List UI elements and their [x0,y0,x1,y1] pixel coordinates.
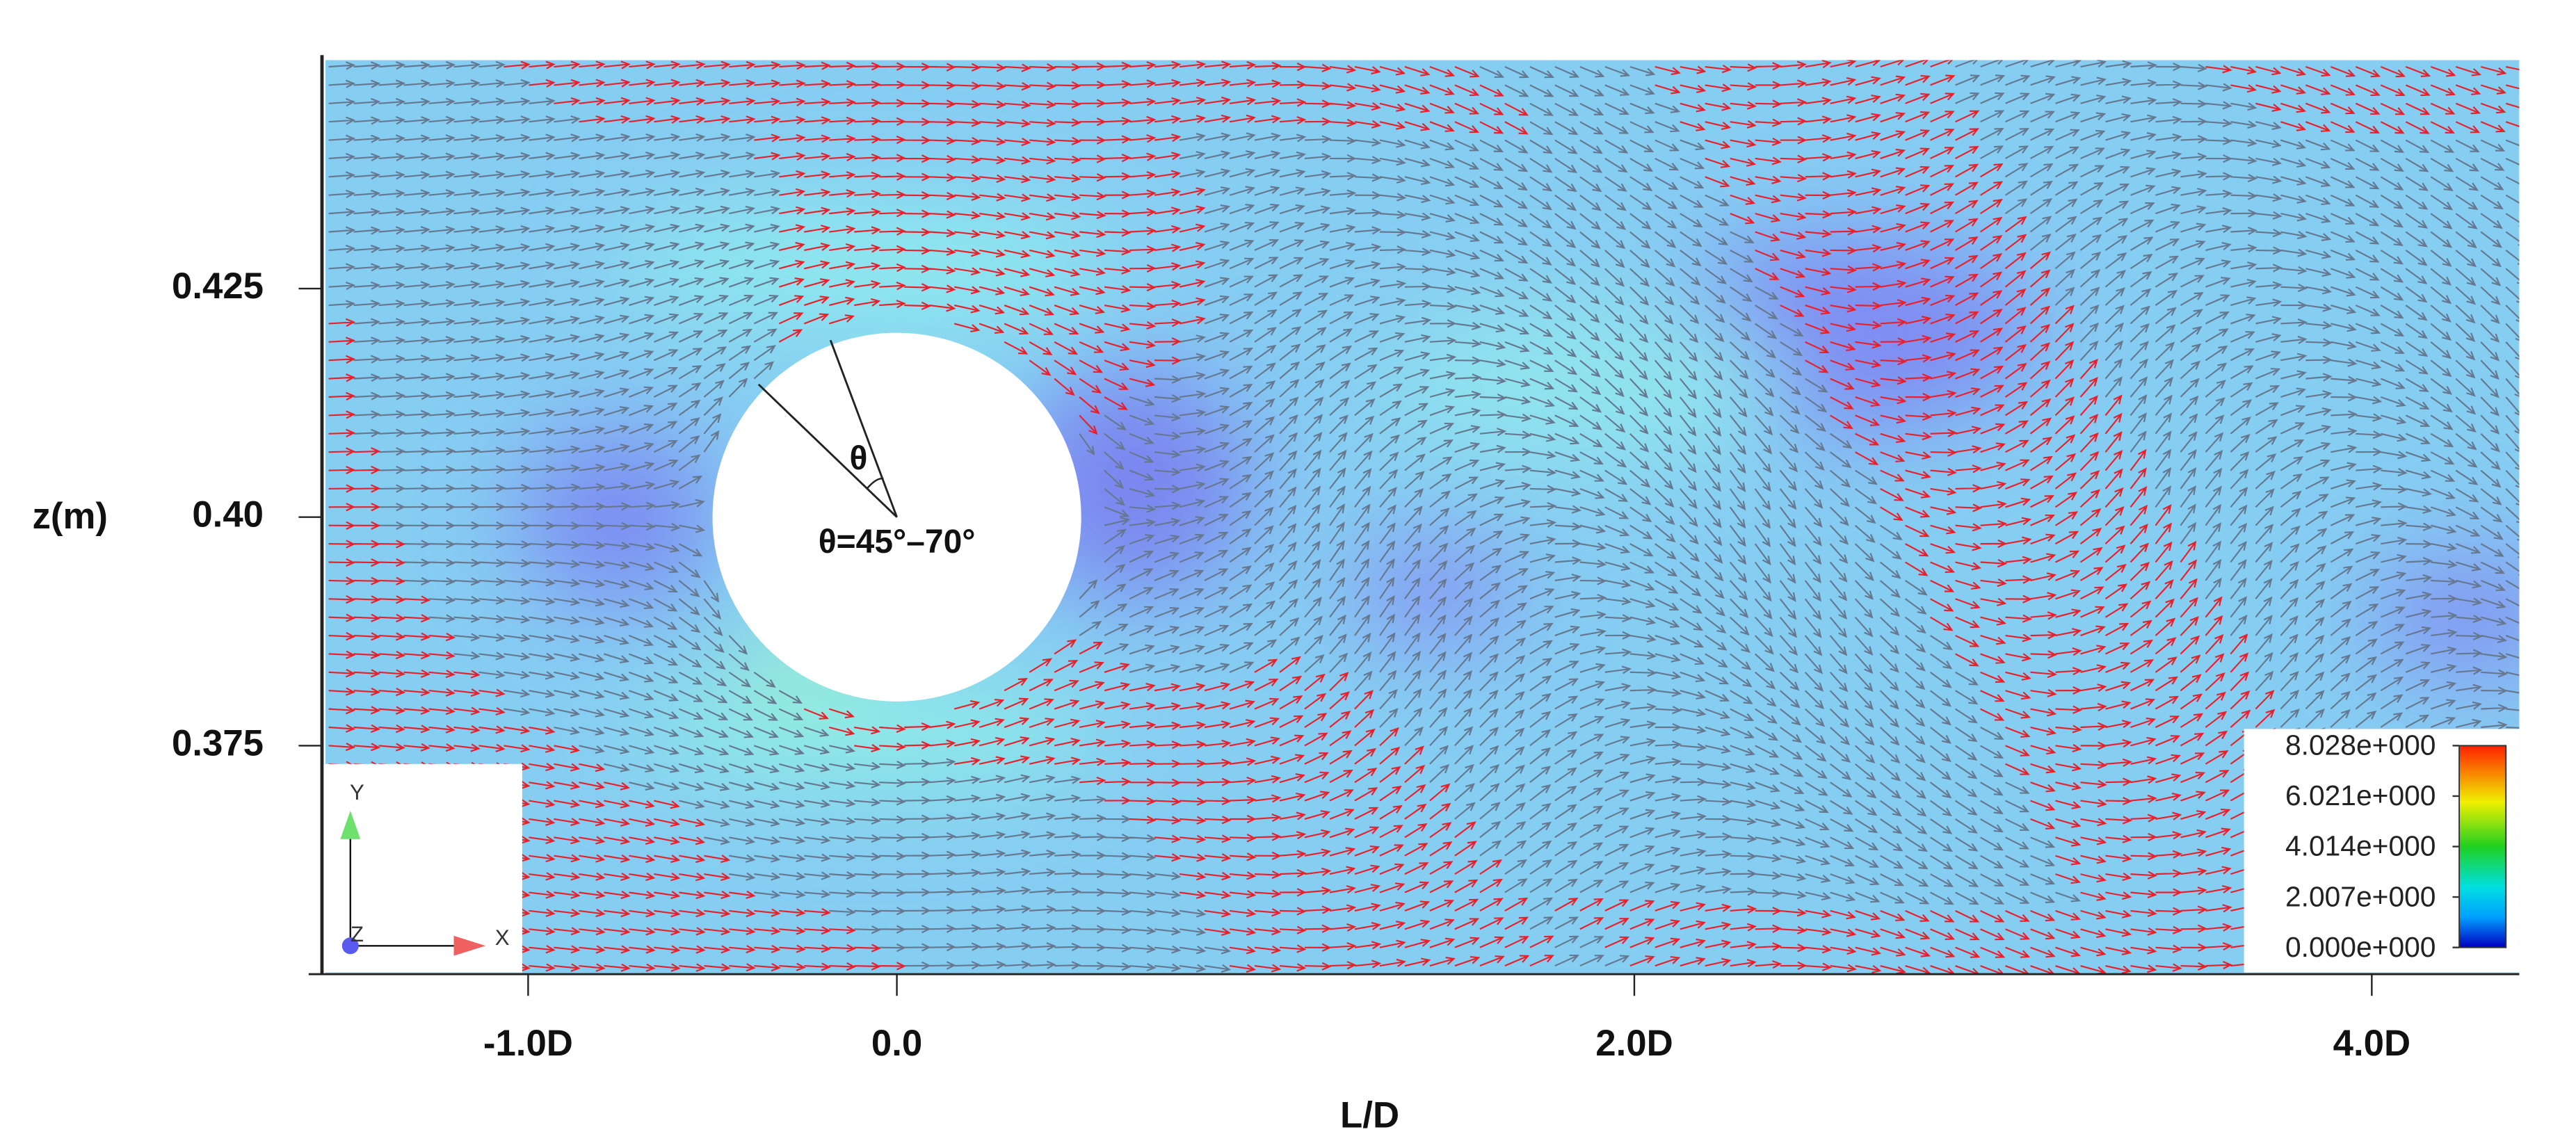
triad-x-head [453,935,486,956]
triad-label: Z [351,922,364,946]
triad-box [323,763,522,973]
angle-line [829,339,898,518]
velocity-vectors [328,60,2520,975]
x-tick-label: 2.0D [1595,1023,1673,1064]
colorbar [2458,745,2507,948]
annotation: θ [849,440,867,477]
triad-z [341,937,359,955]
colorbar-label: 6.021e+000 [2285,779,2436,811]
y-tick-label: 0.40 [192,494,264,535]
velocity-field [325,60,2520,975]
angle-arc [866,478,884,489]
x-tick-label: 0.0 [871,1023,922,1064]
vector-arrows-high [328,60,2520,975]
triad-label: X [495,925,510,950]
x-tick-label: 4.0D [2333,1023,2410,1064]
colorbar-label: 2.007e+000 [2285,880,2436,912]
colorbar-label: 0.000e+000 [2285,931,2436,963]
colorbar-label: 4.014e+000 [2285,830,2436,862]
annotation: θ=45°–70° [819,524,976,560]
colorbar-label: 8.028e+000 [2285,729,2436,761]
y-axis-label: z(m) [33,496,108,537]
triad-label: Y [350,780,364,804]
x-axis-label: L/D [1340,1094,1399,1135]
triad-y-head [340,810,361,839]
vector-arrows-low [328,60,2520,973]
y-tick-label: 0.425 [172,266,264,307]
y-tick-label: 0.375 [172,722,264,763]
x-tick-label: -1.0D [483,1023,573,1064]
angle-line [757,383,898,518]
